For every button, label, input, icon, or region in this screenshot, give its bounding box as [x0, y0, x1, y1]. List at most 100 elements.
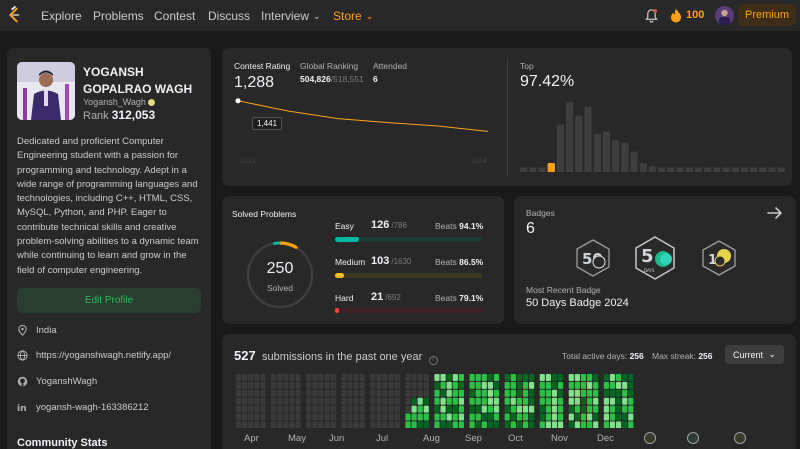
heatmap-cell[interactable] — [236, 421, 242, 428]
heatmap-cell[interactable] — [516, 405, 522, 413]
heatmap-cell[interactable] — [289, 389, 295, 397]
heatmap-cell[interactable] — [475, 413, 481, 421]
avatar[interactable] — [715, 6, 734, 25]
heatmap-cell[interactable] — [493, 374, 500, 381]
heatmap-cell[interactable] — [529, 397, 535, 405]
heatmap-cell[interactable] — [440, 397, 446, 405]
heatmap-cell[interactable] — [481, 374, 487, 381]
heatmap-cell[interactable] — [452, 421, 458, 428]
heatmap-cell[interactable] — [324, 413, 330, 421]
heatmap-cell[interactable] — [324, 374, 330, 381]
heatmap-cell[interactable] — [440, 381, 446, 389]
heatmap-cell[interactable] — [271, 405, 277, 413]
heatmap-cell[interactable] — [423, 413, 429, 421]
heatmap-cell[interactable] — [411, 397, 417, 405]
heatmap-cell[interactable] — [516, 397, 522, 405]
heatmap-cell[interactable] — [318, 413, 324, 421]
heatmap-cell[interactable] — [312, 397, 318, 405]
heatmap-cell[interactable] — [423, 374, 429, 381]
rating-histogram[interactable] — [520, 100, 785, 172]
heatmap-cell[interactable] — [318, 381, 324, 389]
histogram-bar[interactable] — [547, 162, 555, 172]
heatmap-cell[interactable] — [574, 397, 580, 405]
heatmap-cell[interactable] — [469, 405, 475, 413]
histogram-bar[interactable] — [621, 142, 629, 172]
heatmap-cell[interactable] — [260, 421, 266, 428]
heatmap-cell[interactable] — [434, 405, 440, 413]
heatmap-cell[interactable] — [388, 397, 394, 405]
heatmap-cell[interactable] — [394, 397, 400, 405]
heatmap-cell[interactable] — [271, 397, 277, 405]
heatmap-cell[interactable] — [452, 374, 458, 381]
website-row[interactable]: https://yoganshwagh.netlify.app/ — [17, 350, 171, 361]
heatmap-cell[interactable] — [452, 397, 458, 405]
heatmap-cell[interactable] — [312, 381, 318, 389]
heatmap-cell[interactable] — [529, 405, 535, 413]
heatmap-cell[interactable] — [622, 421, 628, 428]
heatmap-cell[interactable] — [353, 389, 359, 397]
heatmap-cell[interactable] — [516, 413, 522, 421]
heatmap-cell[interactable] — [289, 381, 295, 389]
info-icon[interactable]: i — [428, 356, 438, 365]
heatmap-cell[interactable] — [359, 413, 365, 421]
heatmap-cell[interactable] — [628, 381, 634, 389]
heatmap-cell[interactable] — [236, 374, 242, 381]
heatmap-cell[interactable] — [353, 381, 359, 389]
heatmap-cell[interactable] — [318, 374, 324, 381]
heatmap-cell[interactable] — [440, 405, 446, 413]
heatmap-cell[interactable] — [242, 389, 248, 397]
heatmap-cell[interactable] — [341, 389, 347, 397]
heatmap-cell[interactable] — [446, 381, 452, 389]
heatmap-cell[interactable] — [306, 374, 312, 381]
heatmap-cell[interactable] — [382, 389, 388, 397]
heatmap-cell[interactable] — [628, 374, 634, 381]
heatmap-cell[interactable] — [394, 405, 400, 413]
heatmap-cell[interactable] — [628, 405, 634, 413]
heatmap-cell[interactable] — [458, 381, 464, 389]
heatmap-cell[interactable] — [516, 421, 522, 428]
heatmap-cell[interactable] — [248, 413, 254, 421]
heatmap-cell[interactable] — [603, 397, 609, 405]
heatmap-cell[interactable] — [405, 413, 411, 421]
heatmap-cell[interactable] — [568, 421, 574, 428]
heatmap-cell[interactable] — [603, 374, 609, 381]
heatmap-cell[interactable] — [248, 389, 254, 397]
heatmap-cell[interactable] — [405, 405, 411, 413]
heatmap-cell[interactable] — [622, 413, 628, 421]
heatmap-cell[interactable] — [516, 381, 522, 389]
heatmap-cell[interactable] — [446, 389, 452, 397]
histogram-bar[interactable] — [694, 167, 703, 172]
heatmap-cell[interactable] — [493, 381, 500, 389]
nav-problems[interactable]: Problems — [93, 9, 144, 23]
histogram-bar[interactable] — [648, 166, 657, 172]
github-row[interactable]: YoganshWagh — [17, 376, 97, 387]
heatmap-cell[interactable] — [593, 405, 599, 413]
heatmap-cell[interactable] — [434, 389, 440, 397]
heatmap-cell[interactable] — [260, 405, 266, 413]
heatmap-cell[interactable] — [539, 389, 545, 397]
heatmap-cell[interactable] — [411, 381, 417, 389]
histogram-bar[interactable] — [612, 140, 620, 172]
heatmap-cell[interactable] — [469, 397, 475, 405]
heatmap-cell[interactable] — [481, 405, 487, 413]
heatmap-cell[interactable] — [254, 397, 260, 405]
heatmap-cell[interactable] — [283, 405, 289, 413]
heatmap-cell[interactable] — [341, 381, 347, 389]
heatmap-cell[interactable] — [609, 374, 616, 381]
heatmap-cell[interactable] — [248, 405, 254, 413]
heatmap-cell[interactable] — [353, 374, 359, 381]
heatmap-cell[interactable] — [545, 389, 551, 397]
histogram-bar[interactable] — [520, 167, 528, 172]
histogram-bar[interactable] — [566, 102, 574, 172]
heatmap-cell[interactable] — [446, 374, 452, 381]
heatmap-cell[interactable] — [370, 381, 376, 389]
heatmap-cell[interactable] — [295, 421, 301, 428]
heatmap-cell[interactable] — [248, 381, 254, 389]
heatmap-cell[interactable] — [248, 421, 254, 428]
heatmap-cell[interactable] — [353, 405, 359, 413]
heatmap-cell[interactable] — [242, 405, 248, 413]
heatmap-cell[interactable] — [394, 389, 400, 397]
heatmap-cell[interactable] — [376, 389, 382, 397]
period-select[interactable]: Current ⌄ — [725, 345, 784, 364]
heatmap-cell[interactable] — [283, 413, 289, 421]
